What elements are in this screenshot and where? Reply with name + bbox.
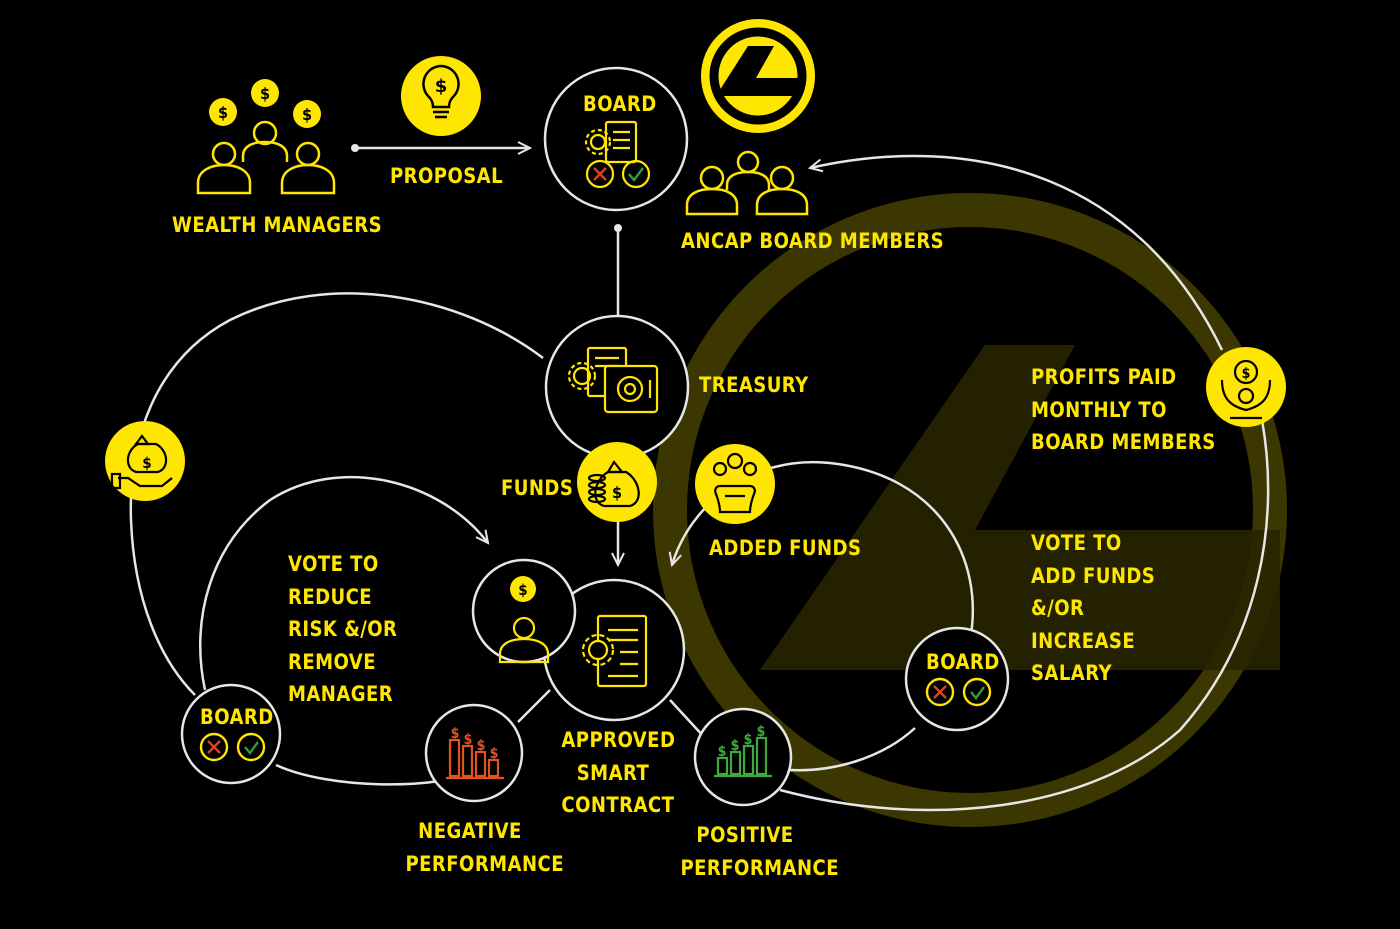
negative-performance-label: NEGATIVE PERFORMANCE xyxy=(405,819,564,876)
treasury-label: TREASURY xyxy=(699,373,809,397)
svg-text:$: $ xyxy=(260,84,270,103)
contract-gear-icon xyxy=(581,614,648,688)
svg-text:$: $ xyxy=(731,738,740,754)
wealth-managers-label: WEALTH MANAGERS xyxy=(172,213,383,237)
ancap-board-members-label: ANCAP BOARD MEMBERS xyxy=(681,229,945,253)
svg-text:$: $ xyxy=(451,726,460,742)
added-funds-label: ADDED FUNDS xyxy=(709,536,862,560)
proposal-label: PROPOSAL xyxy=(390,164,504,188)
svg-text:$: $ xyxy=(757,724,766,740)
lightbulb-dollar-icon: $ xyxy=(422,64,460,119)
board-left-label: BOARD xyxy=(200,705,274,729)
svg-text:$: $ xyxy=(518,581,527,599)
vote-icon xyxy=(199,732,266,762)
approved-smart-contract-label: APPROVED SMART CONTRACT xyxy=(561,728,676,817)
svg-text:$: $ xyxy=(218,103,228,122)
svg-text:$: $ xyxy=(1242,366,1251,382)
safe-document-icon xyxy=(567,346,659,414)
svg-text:$: $ xyxy=(464,732,473,748)
vote-icon xyxy=(925,677,992,707)
bar-chart-dollar-icon: $ $ $ $ xyxy=(446,726,504,780)
board-right-label: BOARD xyxy=(926,650,1000,674)
vote-reduce-label: VOTE TO REDUCE RISK &/OR REMOVE MANAGER xyxy=(288,552,398,706)
bar-chart-dollar-icon: $ $ $ $ xyxy=(714,724,772,778)
profits-paid-label: PROFITS PAID MONTHLY TO BOARD MEMBERS xyxy=(1031,365,1216,454)
watermark-logo xyxy=(653,193,1287,827)
positive-performance-label: POSITIVE PERFORMANCE xyxy=(680,823,839,880)
svg-text:$: $ xyxy=(435,76,448,97)
svg-text:$: $ xyxy=(718,744,727,760)
svg-text:$: $ xyxy=(490,746,499,762)
people-group-icon xyxy=(685,150,809,216)
coin-pot-icon xyxy=(712,452,758,514)
svg-text:$: $ xyxy=(612,483,622,502)
vote-add-label: VOTE TO ADD FUNDS &/OR INCREASE SALARY xyxy=(1031,531,1156,685)
manager-lightbulb-icon: $ xyxy=(498,576,550,664)
document-gear-vote-icon xyxy=(584,120,651,189)
svg-text:$: $ xyxy=(302,105,312,124)
svg-text:$: $ xyxy=(744,732,753,748)
svg-text:$: $ xyxy=(142,454,151,472)
person-money-icon: $ xyxy=(1220,359,1272,420)
board-top-label: BOARD xyxy=(583,92,657,116)
people-lightbulb-icon: $ $ $ xyxy=(196,79,336,195)
funds-label: FUNDS xyxy=(501,476,574,500)
hand-money-bag-icon: $ xyxy=(110,434,173,490)
svg-text:$: $ xyxy=(477,738,486,754)
money-bag-coins-icon: $ xyxy=(587,460,640,508)
ancap-logo-icon xyxy=(701,19,815,133)
